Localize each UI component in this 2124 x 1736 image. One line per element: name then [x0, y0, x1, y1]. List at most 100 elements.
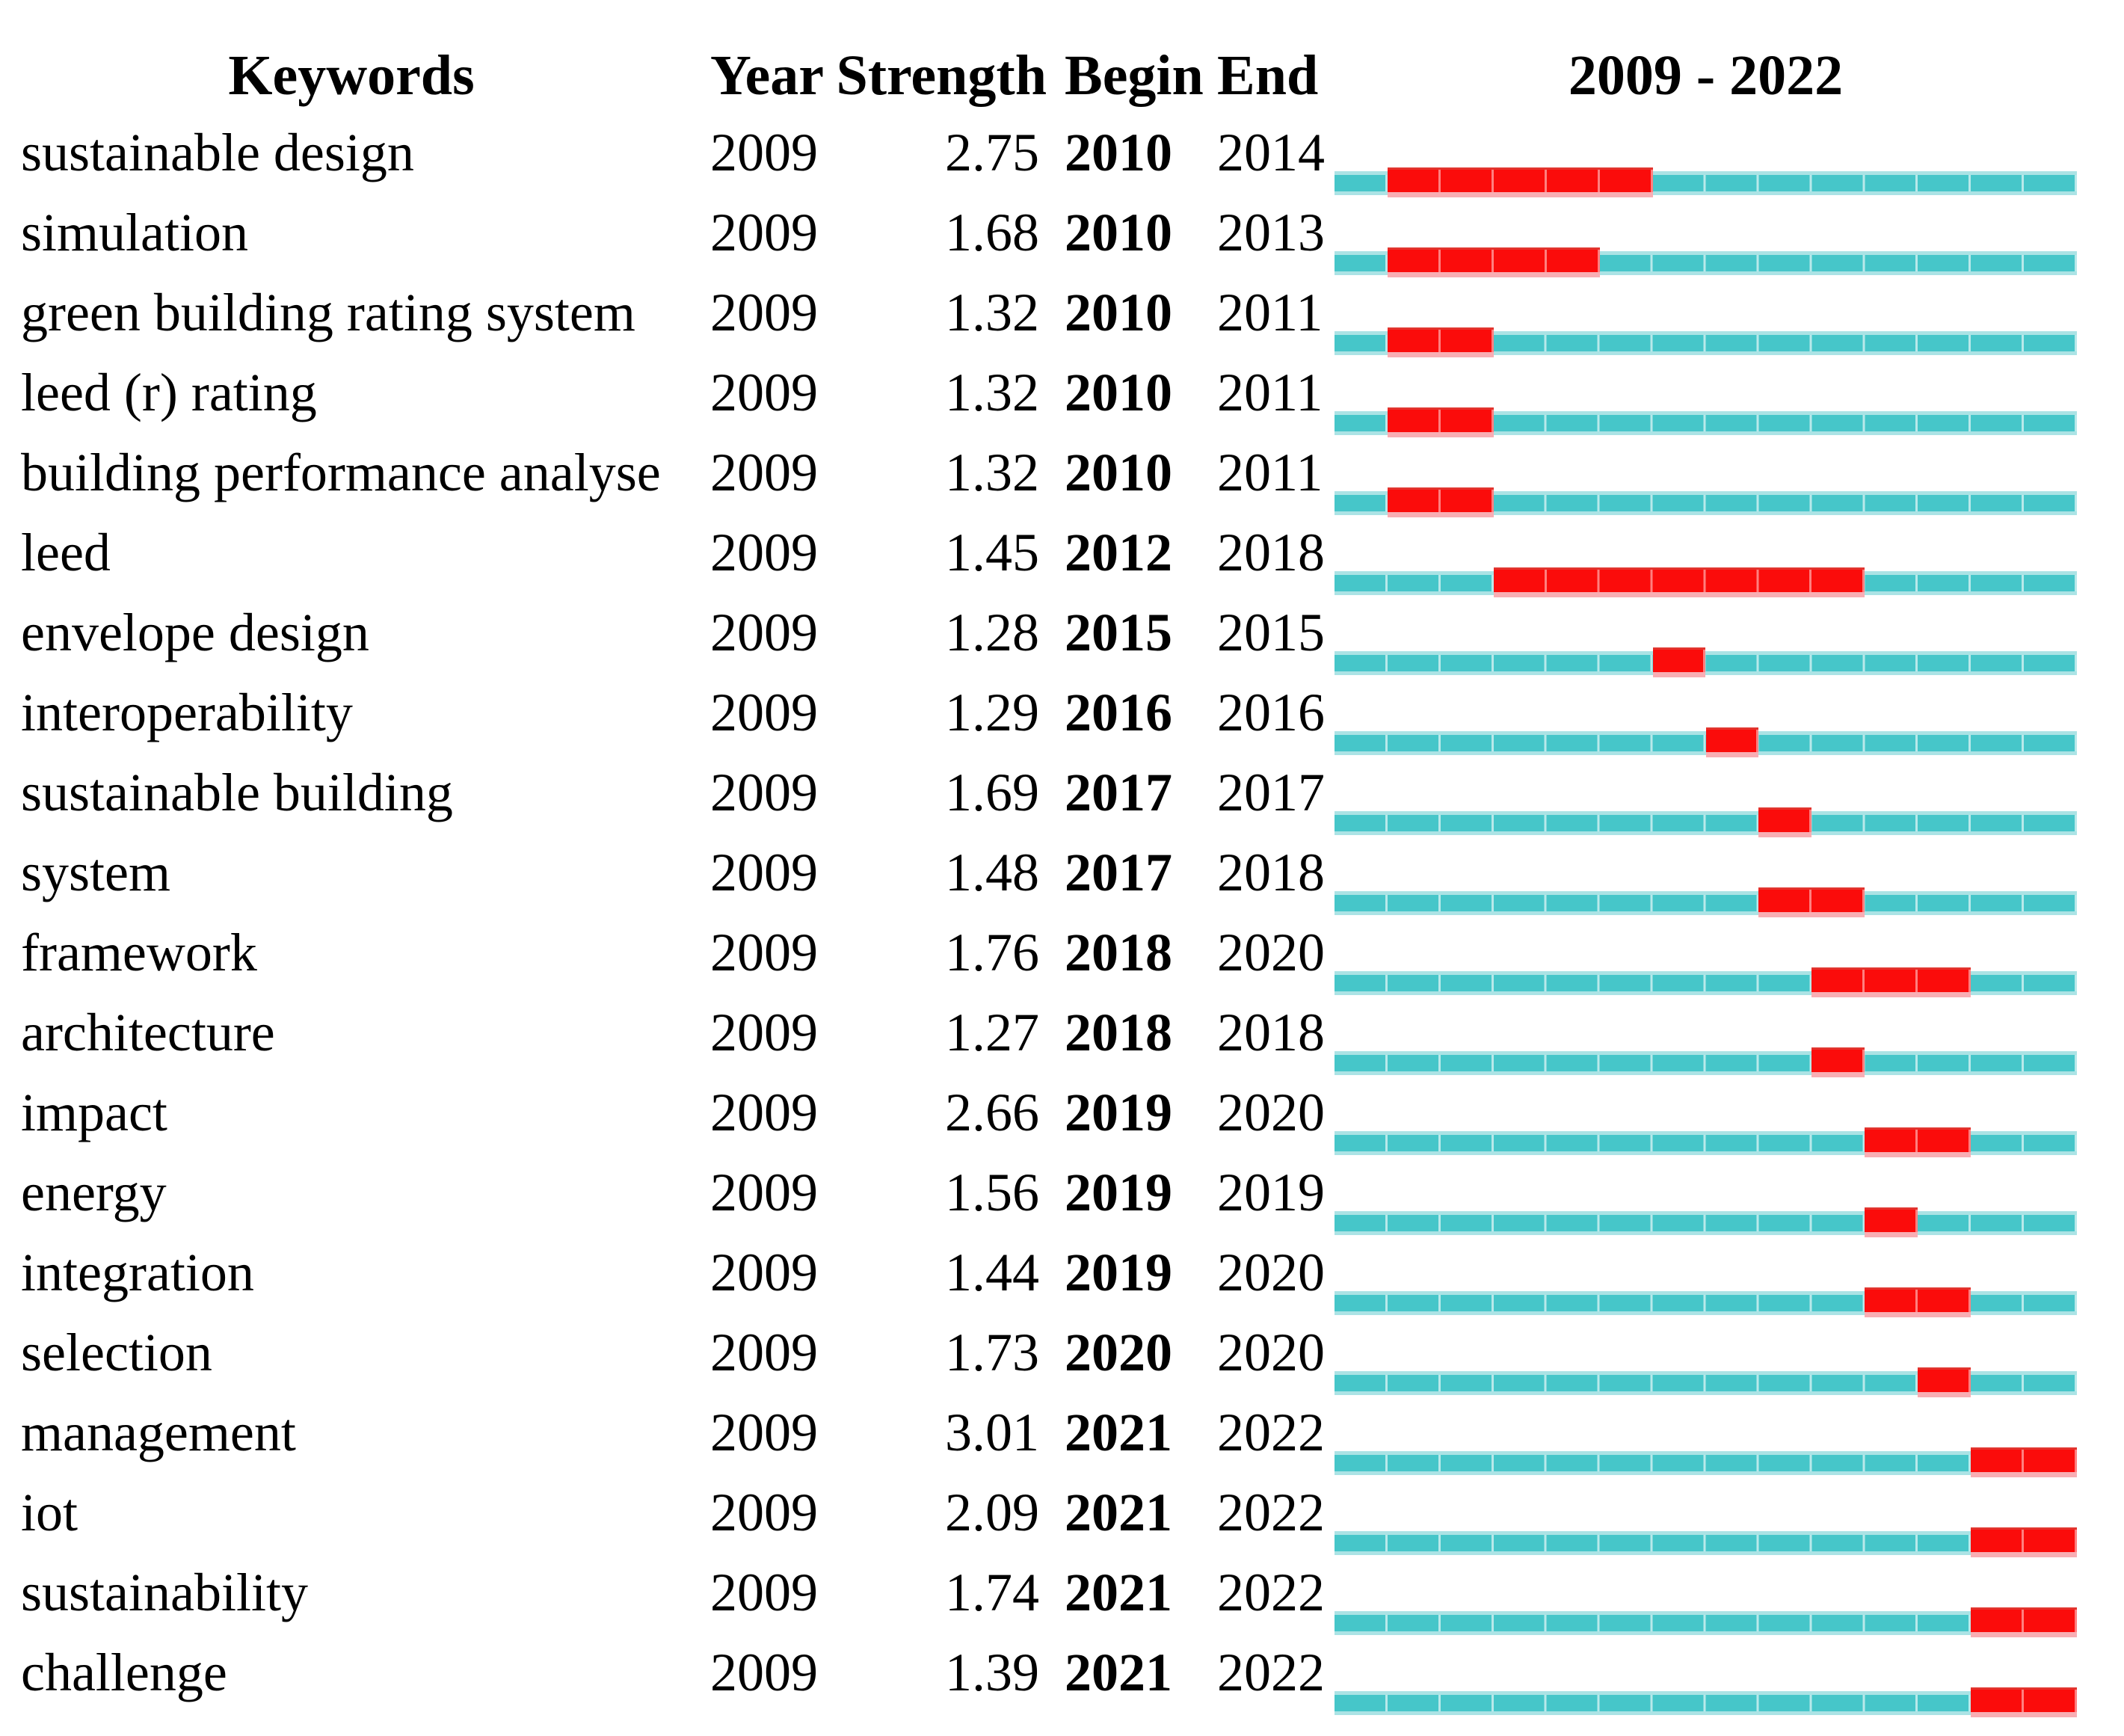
begin-cell: 2010: [1065, 123, 1172, 182]
year-track: [1335, 651, 2077, 675]
year-track-core: [1335, 655, 2077, 671]
table-row: sustainable design 2009 2.75 2010 2014: [0, 113, 2124, 197]
burst-bar: [1758, 887, 1865, 917]
timeline-cell: [1335, 433, 2077, 517]
table-header-row: Keywords Year Strength Begin End 2009 - …: [0, 36, 2124, 116]
table-row: framework 2009 1.76 2018 2020: [0, 913, 2124, 997]
year-track: [1335, 1611, 2077, 1635]
table-row: impact 2009 2.66 2019 2020: [0, 1073, 2124, 1157]
end-cell: 2013: [1217, 203, 1325, 262]
timeline-cell: [1335, 1633, 2077, 1717]
end-column-header: End: [1217, 44, 1319, 107]
begin-cell: 2015: [1065, 603, 1172, 662]
end-cell: 2011: [1217, 443, 1323, 502]
begin-cell: 2018: [1065, 923, 1172, 982]
end-cell: 2014: [1217, 123, 1325, 182]
strength-cell: 1.76: [945, 923, 1039, 982]
burst-bar: [1758, 807, 1812, 837]
keywords-column-header: Keywords: [228, 44, 475, 107]
strength-column-header: Strength: [836, 44, 1047, 107]
end-cell: 2018: [1217, 523, 1325, 582]
year-cell: 2009: [710, 443, 818, 502]
begin-column-header: Begin: [1065, 44, 1204, 107]
end-cell: 2022: [1217, 1403, 1325, 1462]
keyword-cell: sustainability: [21, 1563, 308, 1622]
year-cell: 2009: [710, 923, 818, 982]
year-cell: 2009: [710, 123, 818, 182]
end-cell: 2011: [1217, 283, 1323, 342]
strength-cell: 1.74: [945, 1563, 1039, 1622]
timeline-cell: [1335, 1473, 2077, 1557]
timeline-cell: [1335, 193, 2077, 277]
burst-bar: [1971, 1527, 2077, 1557]
burst-bar: [1387, 327, 1494, 357]
year-track-core: [1335, 1055, 2077, 1071]
end-cell: 2022: [1217, 1563, 1325, 1622]
strength-cell: 2.09: [945, 1483, 1039, 1542]
timeline-cell: [1335, 513, 2077, 597]
begin-cell: 2010: [1065, 203, 1172, 262]
year-track-core: [1335, 815, 2077, 831]
begin-cell: 2010: [1065, 283, 1172, 342]
table-rows: sustainable design 2009 2.75 2010 2014 simula…: [0, 113, 2124, 1717]
strength-cell: 1.69: [945, 763, 1039, 822]
strength-cell: 2.66: [945, 1083, 1039, 1142]
keyword-cell: architecture: [21, 1003, 275, 1062]
end-cell: 2020: [1217, 1243, 1325, 1302]
keyword-cell: leed (r) rating: [21, 363, 317, 422]
timeline-cell: [1335, 673, 2077, 757]
begin-cell: 2019: [1065, 1163, 1172, 1222]
strength-cell: 1.44: [945, 1243, 1039, 1302]
year-track-core: [1335, 335, 2077, 351]
begin-cell: 2020: [1065, 1323, 1172, 1382]
burst-bar: [1971, 1607, 2077, 1637]
year-track: [1335, 891, 2077, 915]
year-cell: 2009: [710, 1163, 818, 1222]
end-cell: 2022: [1217, 1643, 1325, 1702]
year-cell: 2009: [710, 523, 818, 582]
keyword-cell: challenge: [21, 1643, 227, 1702]
strength-cell: 1.29: [945, 683, 1039, 742]
end-cell: 2011: [1217, 363, 1323, 422]
keyword-cell: system: [21, 843, 171, 902]
end-cell: 2020: [1217, 1323, 1325, 1382]
timeline-cell: [1335, 1233, 2077, 1317]
timeline-cell: [1335, 273, 2077, 357]
strength-cell: 1.27: [945, 1003, 1039, 1062]
burst-bar: [1918, 1367, 1971, 1397]
table-row: architecture 2009 1.27 2018 2018: [0, 993, 2124, 1077]
year-cell: 2009: [710, 363, 818, 422]
keyword-cell: green building rating system: [21, 283, 635, 342]
begin-cell: 2017: [1065, 843, 1172, 902]
strength-cell: 1.45: [945, 523, 1039, 582]
timeline-cell: [1335, 1553, 2077, 1637]
end-cell: 2020: [1217, 1083, 1325, 1142]
table-row: leed (r) rating 2009 1.32 2010 2011: [0, 353, 2124, 437]
strength-cell: 1.48: [945, 843, 1039, 902]
begin-cell: 2021: [1065, 1483, 1172, 1542]
table-row: challenge 2009 1.39 2021 2022: [0, 1633, 2124, 1717]
burst-bar: [1705, 727, 1759, 757]
table-row: iot 2009 2.09 2021 2022: [0, 1473, 2124, 1557]
burst-bar: [1865, 1287, 1971, 1317]
burst-bar: [1387, 407, 1494, 437]
strength-cell: 1.32: [945, 363, 1039, 422]
year-cell: 2009: [710, 1403, 818, 1462]
begin-cell: 2019: [1065, 1243, 1172, 1302]
timeline-cell: [1335, 1073, 2077, 1157]
table-row: simulation 2009 1.68 2010 2013: [0, 193, 2124, 277]
table-row: envelope design 2009 1.28 2015 2015: [0, 593, 2124, 677]
end-cell: 2020: [1217, 923, 1325, 982]
keyword-cell: management: [21, 1403, 296, 1462]
begin-cell: 2021: [1065, 1403, 1172, 1462]
keyword-cell: integration: [21, 1243, 254, 1302]
timeline-cell: [1335, 353, 2077, 437]
keyword-cell: impact: [21, 1083, 167, 1142]
year-track-core: [1335, 1455, 2077, 1471]
burst-bar: [1387, 247, 1600, 277]
keyword-cell: selection: [21, 1323, 212, 1382]
year-track-core: [1335, 1615, 2077, 1631]
year-cell: 2009: [710, 1243, 818, 1302]
keyword-cell: simulation: [21, 203, 248, 262]
